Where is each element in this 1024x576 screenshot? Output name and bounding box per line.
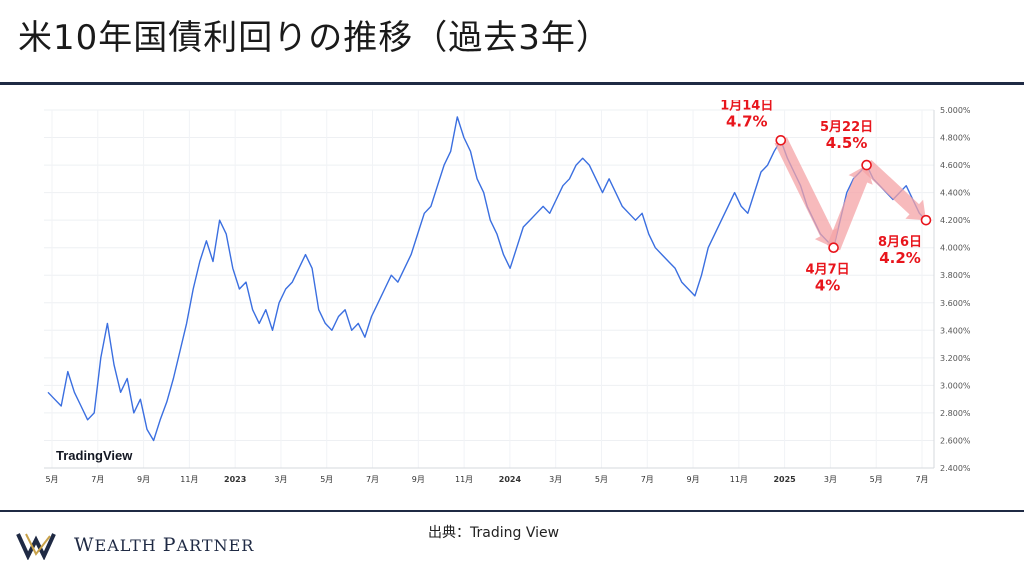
x-tick-label: 5月 [45,475,58,484]
trend-arrow [774,137,839,248]
x-tick-label: 2025 [773,475,796,484]
y-tick-label: 4.400% [940,189,971,198]
annotation-label: 4% [815,277,840,295]
tradingview-logo: TradingView [56,448,133,463]
brand-name: WEALTH PARTNER [74,534,255,556]
x-tick-label: 2023 [224,475,246,484]
y-tick-label: 2.600% [940,436,971,445]
x-tick-label: 5月 [320,475,333,484]
chart-svg: 5.000% 4.800% 4.600% 4.400% 4.200% 4.000% 3.80… [44,100,971,484]
annotation-label: 4月7日 [806,263,850,278]
annotation-label: 8月6日 [878,235,922,250]
yield-chart: 5.000% 4.800% 4.600% 4.400% 4.200% 4.000% 3.80… [44,100,980,496]
page-title: 米10年国債利回りの推移（過去3年） [18,18,611,58]
y-tick-label: 4.200% [940,216,971,225]
x-tick-label: 11月 [180,475,198,484]
x-tick-label: 2024 [499,475,522,484]
y-tick-label: 4.000% [940,244,971,253]
y-tick-label: 2.400% [940,464,971,473]
x-tick-label: 9月 [687,475,700,484]
x-tick-label: 9月 [412,475,425,484]
y-tick-label: 3.600% [940,299,971,308]
x-tick-label: 5月 [870,475,883,484]
trend-arrow [861,159,926,221]
annotation-label: 4.5% [826,134,868,152]
annotation-marker [861,159,872,171]
annotation-marker [828,242,839,253]
y-tick-label: 3.800% [940,271,971,280]
x-tick-label: 7月 [915,475,928,484]
annotation-marker [775,134,787,146]
y-tick-label: 3.000% [940,381,971,390]
footer-divider [0,510,1024,512]
x-tick-label: 9月 [137,475,150,484]
y-tick-label: 2.800% [940,409,971,418]
brand-logo: WEALTH PARTNER [16,528,254,562]
y-tick-label: 3.400% [940,326,971,335]
annotation-marker [920,214,932,226]
x-tick-label: 3月 [824,475,837,484]
source-caption: 出典：Trading View [428,525,560,541]
title-divider [0,82,1024,85]
x-tick-label: 3月 [549,475,562,484]
y-tick-label: 4.800% [940,134,971,143]
y-tick-label: 4.600% [940,161,971,170]
x-tick-label: 3月 [274,475,287,484]
x-tick-label: 7月 [91,475,104,484]
annotation-label: 4.2% [879,249,921,267]
y-tick-label: 3.200% [940,354,971,363]
x-tick-label: 11月 [455,475,473,484]
x-tick-label: 7月 [366,475,379,484]
y-tick-label: 5.000% [940,106,971,115]
x-tick-label: 11月 [730,475,748,484]
annotation-label: 4.7% [726,112,768,130]
brand-mark-icon [16,533,56,560]
annotation-label: 1月14日 [720,100,773,113]
annotation-label: 5月22日 [820,120,873,135]
x-tick-label: 7月 [641,475,654,484]
trend-arrow [827,165,873,251]
x-tick-label: 5月 [595,475,608,484]
